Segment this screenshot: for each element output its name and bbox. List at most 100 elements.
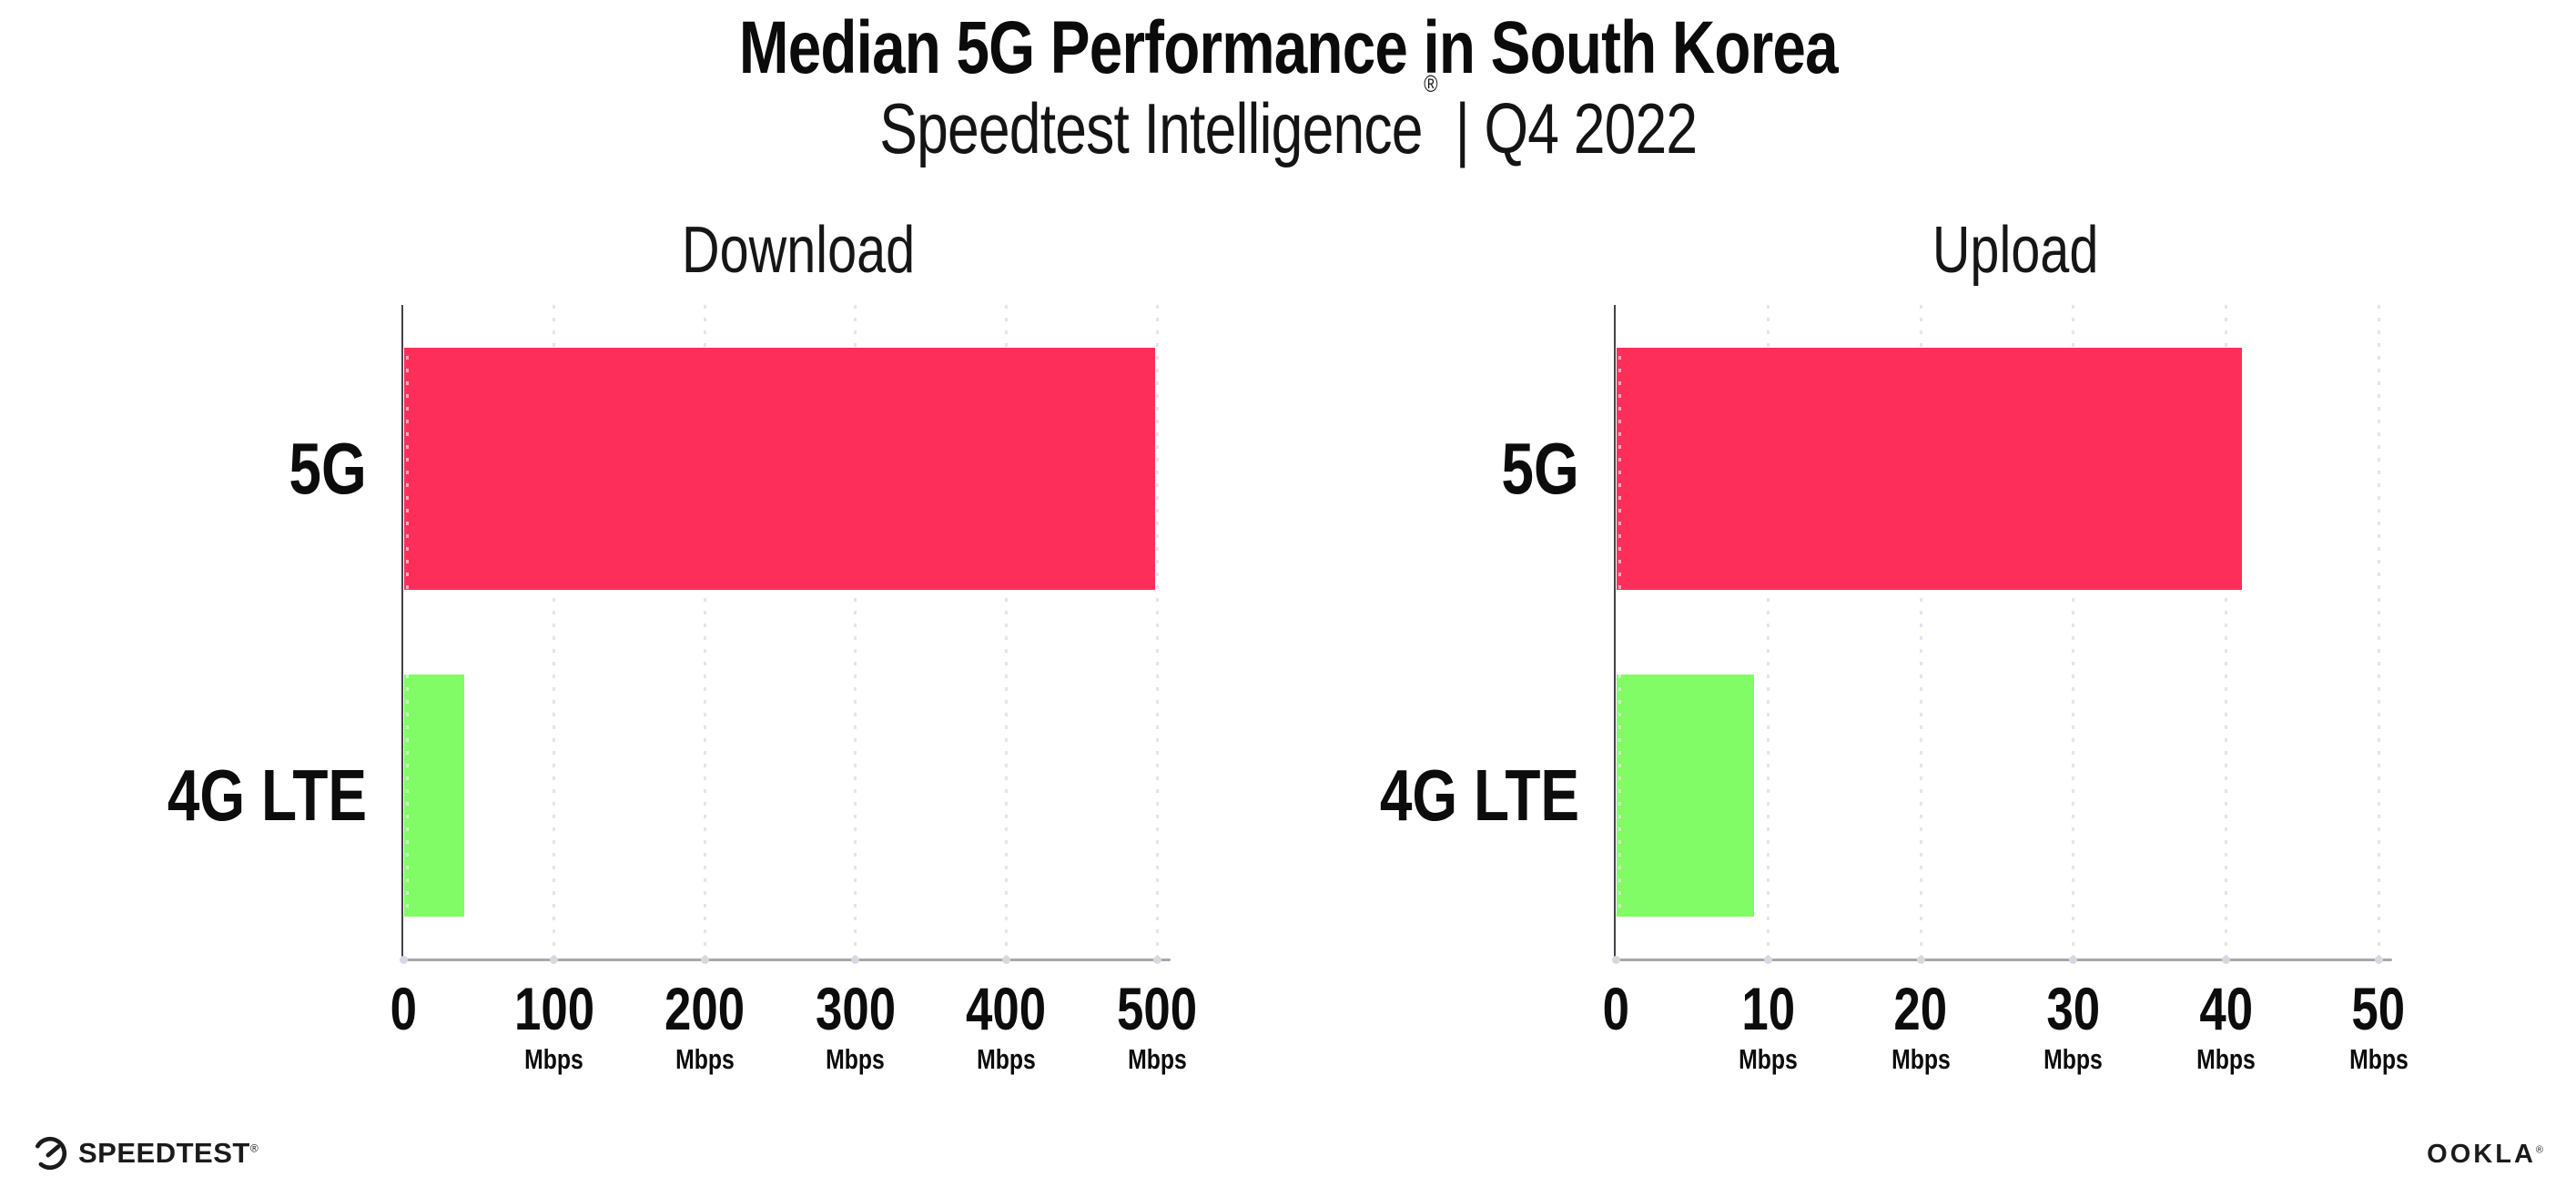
subtitle-brand: Speedtest Intelligence bbox=[878, 88, 1423, 168]
y-axis-line-upload bbox=[1614, 305, 1616, 959]
x-tick-label-upload-20: 20 Mbps bbox=[1839, 979, 2003, 1077]
x-tick-dot-download-400 bbox=[1001, 956, 1010, 964]
subplot-title-upload: Upload bbox=[1616, 213, 2415, 288]
x-tick-value-upload-0: 0 bbox=[1534, 979, 1698, 1039]
x-tick-dot-upload-20 bbox=[1916, 956, 1925, 964]
x-tick-label-download-400: 400 Mbps bbox=[924, 979, 1088, 1077]
x-tick-label-upload-40: 40 Mbps bbox=[2144, 979, 2307, 1077]
x-tick-unit-download-200-text: Mbps bbox=[674, 1043, 735, 1075]
x-tick-value-download-300-text: 300 bbox=[815, 975, 896, 1042]
x-tick-value-upload-40-text: 40 bbox=[2199, 975, 2253, 1042]
x-tick-unit-upload-50: Mbps bbox=[2297, 1042, 2460, 1077]
x-tick-unit-download-300-text: Mbps bbox=[826, 1043, 886, 1075]
category-label-download-5g-text: 5G bbox=[289, 427, 367, 509]
x-tick-label-upload-50: 50 Mbps bbox=[2297, 979, 2460, 1077]
x-tick-unit-upload-20-text: Mbps bbox=[1891, 1043, 1951, 1075]
x-tick-value-download-0-text: 0 bbox=[390, 975, 417, 1042]
category-label-upload-5g-text: 5G bbox=[1501, 427, 1579, 509]
x-tick-label-download-300: 300 Mbps bbox=[774, 979, 938, 1077]
ookla-logo: OOKLA® bbox=[2427, 1140, 2543, 1170]
x-tick-unit-download-300: Mbps bbox=[774, 1042, 938, 1077]
x-tick-unit-download-400: Mbps bbox=[924, 1042, 1088, 1077]
x-tick-dot-download-500 bbox=[1152, 956, 1161, 964]
x-axis-line-upload bbox=[1613, 959, 2392, 961]
page-title: Median 5G Performance in South Korea bbox=[0, 5, 2576, 91]
x-tick-unit-download-200: Mbps bbox=[623, 1042, 786, 1077]
x-tick-value-download-500: 500 bbox=[1075, 979, 1239, 1039]
x-tick-value-upload-30-text: 30 bbox=[2046, 975, 2101, 1042]
x-tick-value-upload-30: 30 bbox=[1992, 979, 2155, 1039]
x-tick-dot-upload-0 bbox=[1611, 956, 1620, 964]
bar-download-4g-lte bbox=[404, 674, 465, 917]
subplot-title-download: Download bbox=[403, 213, 1193, 288]
x-tick-unit-upload-30-text: Mbps bbox=[2044, 1043, 2104, 1075]
x-tick-dot-download-0 bbox=[399, 956, 408, 964]
page-subtitle-text: Speedtest Intelligence® | Q4 2022 bbox=[878, 70, 1698, 170]
speedtest-registered-mark: ® bbox=[249, 1141, 259, 1155]
x-tick-value-download-200: 200 bbox=[623, 979, 786, 1039]
speedtest-wordmark: SPEEDTEST® bbox=[78, 1137, 259, 1170]
x-tick-unit-upload-40-text: Mbps bbox=[2196, 1043, 2256, 1075]
x-tick-label-upload-0: 0 bbox=[1534, 979, 1698, 1039]
category-label-download-4g-lte-text: 4G LTE bbox=[167, 754, 367, 836]
bar-upload-5g bbox=[1617, 347, 2243, 590]
subplot-title-download-text: Download bbox=[681, 214, 916, 287]
x-gridline-download-0-overlay bbox=[406, 305, 409, 959]
x-gridline-download-400 bbox=[1004, 305, 1008, 959]
x-gridline-upload-30 bbox=[2072, 305, 2075, 959]
x-gridline-download-100 bbox=[553, 305, 556, 959]
x-tick-label-download-500: 500 Mbps bbox=[1075, 979, 1239, 1077]
x-tick-unit-download-400-text: Mbps bbox=[977, 1043, 1036, 1075]
x-tick-label-upload-10: 10 Mbps bbox=[1687, 979, 1851, 1077]
speedtest-wordmark-text: SPEEDTEST bbox=[78, 1137, 250, 1169]
x-tick-dot-upload-30 bbox=[2069, 956, 2078, 964]
x-tick-unit-download-500: Mbps bbox=[1075, 1042, 1239, 1077]
page-subtitle: Speedtest Intelligence® | Q4 2022 bbox=[0, 70, 2576, 170]
x-tick-label-upload-30: 30 Mbps bbox=[1992, 979, 2155, 1077]
x-tick-value-upload-10: 10 bbox=[1687, 979, 1851, 1039]
x-tick-value-upload-10-text: 10 bbox=[1741, 975, 1795, 1042]
x-tick-value-download-300: 300 bbox=[774, 979, 938, 1039]
x-tick-value-upload-50-text: 50 bbox=[2351, 975, 2406, 1042]
x-tick-unit-upload-50-text: Mbps bbox=[2348, 1043, 2409, 1075]
x-tick-label-download-100: 100 Mbps bbox=[472, 979, 636, 1077]
x-gridline-download-500 bbox=[1155, 305, 1159, 959]
speedtest-gauge-icon bbox=[35, 1136, 67, 1171]
x-tick-value-download-100-text: 100 bbox=[513, 975, 594, 1042]
x-tick-dot-upload-50 bbox=[2374, 956, 2383, 964]
x-tick-unit-upload-10-text: Mbps bbox=[1739, 1043, 1798, 1075]
x-tick-value-upload-50: 50 bbox=[2297, 979, 2460, 1039]
x-tick-value-download-0: 0 bbox=[321, 979, 485, 1039]
x-tick-dot-upload-10 bbox=[1764, 956, 1773, 964]
x-tick-unit-upload-40: Mbps bbox=[2144, 1042, 2307, 1077]
x-tick-value-download-400-text: 400 bbox=[966, 975, 1047, 1042]
x-gridline-upload-50 bbox=[2377, 305, 2380, 959]
x-tick-dot-upload-40 bbox=[2221, 956, 2230, 964]
y-axis-line-download bbox=[401, 305, 403, 959]
bar-download-5g bbox=[404, 347, 1155, 590]
x-tick-value-upload-20: 20 bbox=[1839, 979, 2003, 1039]
x-tick-unit-upload-30: Mbps bbox=[1992, 1042, 2155, 1077]
x-tick-dot-download-100 bbox=[550, 956, 559, 964]
x-tick-value-upload-20-text: 20 bbox=[1893, 975, 1948, 1042]
speedtest-logo: SPEEDTEST® bbox=[31, 1134, 259, 1172]
x-gridline-upload-10 bbox=[1767, 305, 1770, 959]
page-title-text: Median 5G Performance in South Korea bbox=[738, 6, 1839, 89]
x-gridline-upload-40 bbox=[2224, 305, 2227, 959]
x-tick-unit-download-100-text: Mbps bbox=[524, 1043, 583, 1075]
subtitle-period: | Q4 2022 bbox=[1439, 88, 1698, 168]
x-gridline-upload-0-overlay bbox=[1618, 305, 1621, 959]
ookla-wordmark-text: OOKLA bbox=[2427, 1140, 2536, 1169]
x-tick-label-download-0: 0 bbox=[321, 979, 485, 1039]
registered-mark: ® bbox=[1423, 70, 1437, 97]
x-tick-value-upload-0-text: 0 bbox=[1602, 975, 1629, 1042]
x-tick-dot-download-300 bbox=[851, 956, 860, 964]
x-axis-line-download bbox=[401, 959, 1171, 961]
category-label-upload-4g-lte-text: 4G LTE bbox=[1379, 754, 1579, 836]
subplot-title-upload-text: Upload bbox=[1932, 214, 2099, 287]
category-label-download-4g-lte: 4G LTE bbox=[76, 754, 367, 837]
x-tick-value-download-200-text: 200 bbox=[664, 975, 745, 1042]
x-tick-unit-download-500-text: Mbps bbox=[1127, 1043, 1187, 1075]
x-tick-unit-upload-10: Mbps bbox=[1687, 1042, 1851, 1077]
